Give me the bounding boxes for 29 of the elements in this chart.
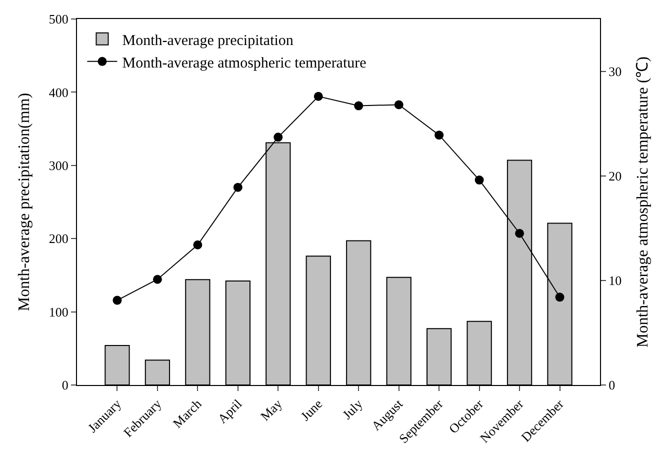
y-axis-title: Month-average precipitation(mm) (16, 92, 33, 312)
legend-label: Month-average precipitation (122, 32, 294, 49)
point (394, 100, 404, 110)
point (555, 292, 564, 302)
y2-tick-label: 20 (608, 168, 622, 184)
point (193, 240, 202, 250)
x-tick-label: July (339, 396, 366, 422)
point (354, 101, 364, 110)
point (314, 92, 323, 101)
y2-tick-label: 0 (608, 378, 616, 393)
point (152, 274, 162, 284)
y-tick-label: 100 (48, 304, 68, 320)
point (233, 182, 242, 192)
legend-label: Month-average atmospheric temperature (122, 55, 367, 72)
y2-tick-label: 10 (608, 272, 622, 288)
point (474, 176, 484, 185)
y2-tick-label: 30 (608, 64, 622, 79)
point (274, 132, 283, 142)
y2-axis-title: Month-average atmospheric temperature (℃) (634, 56, 652, 348)
y-tick-label: 0 (62, 378, 68, 393)
point (112, 296, 122, 305)
y-tick-label: 200 (48, 231, 68, 246)
point (434, 130, 444, 140)
y-tick-label: 300 (48, 158, 68, 173)
point (515, 228, 524, 238)
x-tick-label: May (257, 396, 286, 424)
y-tick-label: 500 (48, 12, 68, 27)
y-tick-label: 400 (48, 84, 68, 100)
x-tick-label: June (298, 396, 326, 424)
